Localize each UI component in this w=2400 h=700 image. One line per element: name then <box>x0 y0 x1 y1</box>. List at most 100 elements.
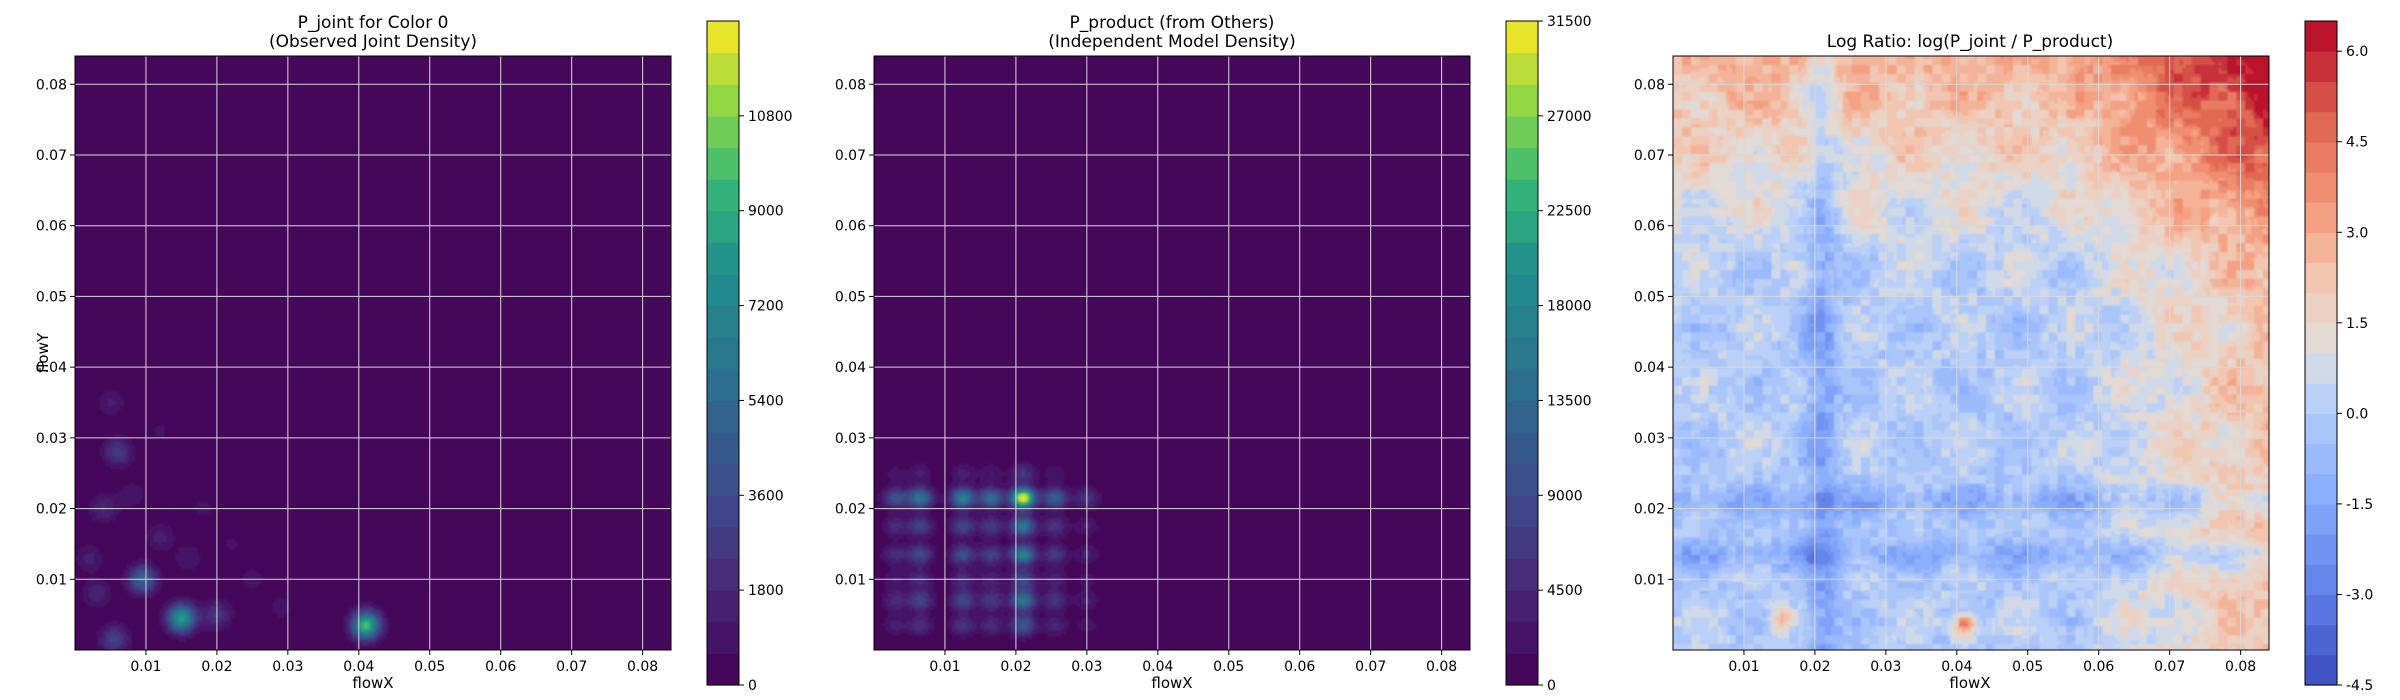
panel-1-y-axis-label: flowY <box>34 332 52 373</box>
panel-2-colorbar-label-7: 31500 <box>1547 14 1592 30</box>
panel-3-x-axis-label: flowX <box>1949 674 1990 692</box>
panel-2-colorbar-label-6: 27000 <box>1547 109 1592 125</box>
panel-2-colorbar-level-1 <box>1506 621 1538 654</box>
panel-3-ytick-label-6: 0.07 <box>1634 148 1665 164</box>
panel-1-colorbar-level-6 <box>707 463 739 496</box>
panel-1-colorbar-level-0 <box>707 653 739 686</box>
panel-1-colorbar: 0 1800 3600 5400 7200 9000 10800 <box>706 20 793 694</box>
panel-1-ytick-label-5: 0.06 <box>36 219 67 235</box>
panel-3-colorbar-label-7: 6.0 <box>2346 44 2368 60</box>
panel-2-colorbar-label-3: 13500 <box>1547 393 1592 409</box>
panel-3-colorbar-level-12 <box>2305 292 2337 324</box>
panel-2-colorbar-level-4 <box>1506 526 1538 560</box>
panel-1-xtick-label-6: 0.07 <box>556 659 587 675</box>
panel-3-xtick-label-3: 0.04 <box>1941 659 1972 675</box>
panel-3-xtick-label-2: 0.03 <box>1870 659 1901 675</box>
panel-1-colorbar-level-2 <box>707 590 739 623</box>
panel-3-ytick-label-1: 0.02 <box>1634 502 1665 518</box>
panel-2-heatmap-image <box>874 56 1470 650</box>
panel-3-colorbar-level-18 <box>2305 111 2337 143</box>
panel-3-colorbar-level-0 <box>2305 654 2337 686</box>
panel-3-colorbar-level-14 <box>2305 232 2337 264</box>
panel-3-colorbar-label-5: 3.0 <box>2346 225 2368 241</box>
panel-2-colorbar-level-11 <box>1506 305 1538 338</box>
panel-2-colorbar-level-12 <box>1506 273 1538 307</box>
panel-3-colorbar-level-21 <box>2305 21 2337 52</box>
panel-2-xtick-label-3: 0.04 <box>1142 659 1173 675</box>
panel-1-ytick-label-4: 0.05 <box>36 289 67 305</box>
panel-2-colorbar-level-6 <box>1506 463 1538 496</box>
panel-3-colorbar-level-4 <box>2305 534 2337 565</box>
panel-1-ytick-label-0: 0.01 <box>36 572 67 588</box>
panel-3-colorbar-level-6 <box>2305 473 2337 505</box>
panel-2-ticks: 0.01 0.02 0.03 0.04 0.05 0.06 0.07 0.08 0.01 0.02… <box>835 77 1457 675</box>
panel-2-colorbar-level-5 <box>1506 495 1538 528</box>
panel-1-ytick-label-7: 0.08 <box>36 77 67 93</box>
panel-2-colorbar-frame <box>1505 20 1539 686</box>
panel-3-heatmap-image <box>1673 56 2269 650</box>
panel-2-title-line1: P_product (from Others) <box>1070 13 1275 33</box>
panel-1-xtick-label-1: 0.02 <box>201 659 232 675</box>
panel-3-colorbar-label-4: 1.5 <box>2346 316 2368 332</box>
panel-3-colorbar-label-0: -4.5 <box>2346 678 2373 694</box>
panel-2-colorbar-level-0 <box>1506 653 1538 686</box>
panel-3-colorbar-level-3 <box>2305 564 2337 596</box>
panel-3-colorbar-frame <box>2304 20 2338 686</box>
panel-1-frame <box>74 55 672 651</box>
panel-3-title-line1: Log Ratio: log(P_joint / P_product) <box>1827 32 2113 52</box>
panel-2-colorbar-label-2: 9000 <box>1547 488 1583 504</box>
panel-1-xtick-label-2: 0.03 <box>272 659 303 675</box>
panel-3-colorbar-level-9 <box>2305 383 2337 414</box>
panel-2-colorbar-level-18 <box>1506 84 1538 117</box>
panel-3-colorbar-level-13 <box>2305 262 2337 294</box>
panel-2-xtick-label-0: 0.01 <box>929 659 960 675</box>
panel-2-colorbar-level-15 <box>1506 179 1538 212</box>
panel-2-ytick-label-1: 0.02 <box>835 502 866 518</box>
panel-3-grid <box>1673 56 2269 650</box>
panel-3-colorbar-label-2: -1.5 <box>2346 497 2373 513</box>
panel-1-grid <box>75 56 671 650</box>
panel-3-colorbar-level-17 <box>2305 141 2337 173</box>
panel-2-ytick-label-4: 0.05 <box>835 289 866 305</box>
panel-1-ticks: 0.01 0.02 0.03 0.04 0.05 0.06 0.07 0.08 0.01 0.02… <box>36 77 658 675</box>
panel-1-xtick-label-3: 0.04 <box>343 659 374 675</box>
panel-2-colorbar-level-10 <box>1506 337 1538 370</box>
panel-1-ytick-label-2: 0.03 <box>36 431 67 447</box>
panel-2-colorbar-level-7 <box>1506 432 1538 465</box>
panel-2-ytick-label-2: 0.03 <box>835 431 866 447</box>
panel-2-colorbar-level-9 <box>1506 368 1538 402</box>
panel-2-x-axis-label: flowX <box>1151 674 1192 692</box>
panel-1: P_joint for Color 0 (Observed Joint Dens… <box>34 13 793 694</box>
panel-1-colorbar-label-4: 7200 <box>748 299 784 315</box>
panel-2-xtick-label-7: 0.08 <box>1426 659 1457 675</box>
panel-3-ytick-label-3: 0.04 <box>1634 360 1665 376</box>
panel-3-colorbar-level-2 <box>2305 594 2337 626</box>
panel-3-colorbar-level-15 <box>2305 202 2337 233</box>
panel-3-colorbar-level-8 <box>2305 413 2337 445</box>
panel-3-colorbar-label-1: -3.0 <box>2346 587 2373 603</box>
panel-1-colorbar-label-1: 1800 <box>748 583 784 599</box>
panel-2-colorbar-label-4: 18000 <box>1547 299 1592 315</box>
panel-1-colorbar-level-11 <box>707 305 739 338</box>
panel-2-frame <box>873 55 1471 651</box>
panel-2-colorbar-label-5: 22500 <box>1547 204 1592 220</box>
panel-1-heatmap-image <box>75 56 671 650</box>
panel-2-ytick-label-0: 0.01 <box>835 572 866 588</box>
panel-1-colorbar-level-7 <box>707 432 739 465</box>
panel-2-xtick-label-5: 0.06 <box>1284 659 1315 675</box>
panel-1-colorbar-label-2: 3600 <box>748 488 784 504</box>
panel-2-colorbar-level-19 <box>1506 52 1538 85</box>
panel-3-xtick-label-4: 0.05 <box>2012 659 2043 675</box>
panel-2-xtick-label-6: 0.07 <box>1355 659 1386 675</box>
panel-2-xtick-label-4: 0.05 <box>1213 659 1244 675</box>
panel-3-colorbar-label-3: 0.0 <box>2346 406 2368 422</box>
panel-1-title-line2: (Observed Joint Density) <box>269 32 477 52</box>
panel-1-title-line1: P_joint for Color 0 <box>298 13 449 33</box>
panel-3-xtick-label-7: 0.08 <box>2225 659 2256 675</box>
panel-3: Log Ratio: log(P_joint / P_product) 0.0 1… <box>1634 20 2373 694</box>
panel-1-colorbar-level-14 <box>707 210 739 243</box>
panel-2-ytick-label-5: 0.06 <box>835 219 866 235</box>
panel-3-colorbar-level-10 <box>2305 353 2337 384</box>
panel-3-colorbar-level-1 <box>2305 624 2337 656</box>
